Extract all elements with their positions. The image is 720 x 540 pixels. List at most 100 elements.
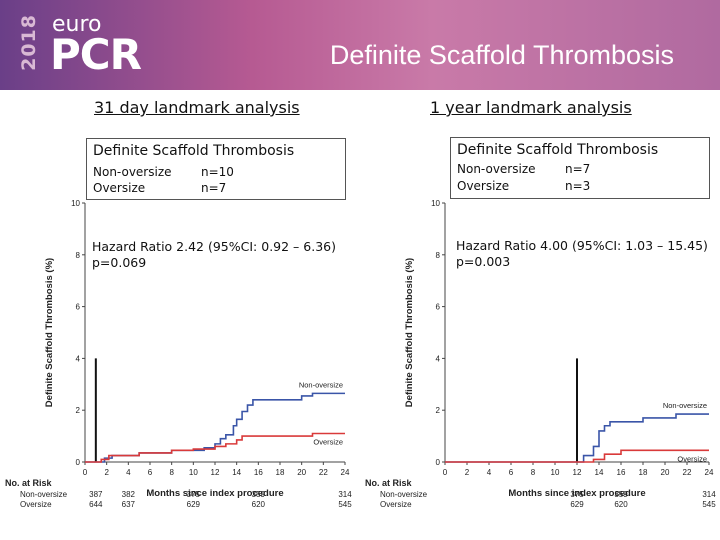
risk-value: 545: [702, 500, 716, 509]
right-legend-box: Definite Scaffold Thrombosis Non-oversiz…: [450, 137, 710, 199]
slide-header: 2018 euro PCR Definite Scaffold Thrombos…: [0, 0, 720, 90]
risk-value: 629: [570, 500, 584, 509]
risk-value: 314: [338, 490, 352, 499]
row-value: n=7: [565, 162, 591, 176]
risk-value: 545: [338, 500, 352, 509]
slide-title: Definite Scaffold Thrombosis: [329, 40, 674, 70]
risk-value: 620: [252, 500, 266, 509]
x-tick-label: 16: [617, 468, 626, 477]
y-tick-label: 10: [431, 199, 440, 208]
x-tick-label: 22: [683, 468, 692, 477]
x-tick-label: 0: [83, 468, 88, 477]
right-box-row-non-oversize: Non-oversize n=7: [457, 162, 590, 176]
y-tick-label: 8: [76, 251, 81, 260]
y-tick-label: 10: [71, 199, 80, 208]
x-tick-label: 20: [661, 468, 670, 477]
risk-row-name: Oversize: [20, 500, 52, 509]
series-label: Non-oversize: [299, 380, 343, 389]
risk-value: 375: [570, 490, 584, 499]
x-tick-label: 2: [465, 468, 470, 477]
y-tick-label: 4: [436, 354, 441, 363]
row-label: Non-oversize: [93, 165, 172, 179]
y-tick-label: 4: [76, 354, 81, 363]
x-tick-label: 24: [341, 468, 350, 477]
y-tick-label: 0: [76, 458, 81, 467]
series-line-non-oversize: [85, 392, 345, 463]
x-tick-label: 2: [104, 468, 109, 477]
right-hazard-ratio: Hazard Ratio 4.00 (95%CI: 1.03 – 15.45) …: [456, 238, 708, 270]
row-label: Oversize: [457, 179, 510, 193]
p-value-text: p=0.069: [92, 255, 147, 270]
risk-row-name: Non-oversize: [20, 490, 68, 499]
x-tick-label: 10: [551, 468, 560, 477]
y-tick-label: 6: [436, 303, 441, 312]
x-tick-label: 14: [595, 468, 604, 477]
x-tick-label: 8: [531, 468, 536, 477]
y-tick-label: 6: [76, 303, 81, 312]
risk-value: 644: [89, 500, 103, 509]
x-tick-label: 4: [487, 468, 492, 477]
series-line-oversize: [445, 449, 709, 463]
hazard-ratio-text: Hazard Ratio 4.00 (95%CI: 1.03 – 15.45): [456, 238, 708, 253]
risk-row-name: Non-oversize: [380, 490, 428, 499]
x-tick-label: 18: [276, 468, 285, 477]
x-tick-label: 10: [189, 468, 198, 477]
risk-row-name: Oversize: [380, 500, 412, 509]
brand-pcr-logo: PCR: [50, 30, 142, 79]
y-tick-label: 8: [436, 251, 441, 260]
right-section-title: 1 year landmark analysis: [430, 98, 632, 117]
x-axis-label: Months since index procedure: [146, 488, 283, 499]
row-value: n=7: [201, 181, 227, 195]
brand-euro: euro: [52, 12, 102, 37]
y-tick-label: 0: [436, 458, 441, 467]
row-value: n=10: [201, 165, 234, 179]
left-box-row-oversize: Oversize n=7: [93, 181, 226, 195]
left-hazard-ratio: Hazard Ratio 2.42 (95%CI: 0.92 – 6.36) p…: [92, 239, 336, 271]
right-box-title: Definite Scaffold Thrombosis: [457, 142, 659, 158]
x-tick-label: 6: [509, 468, 514, 477]
series-label: Oversize: [677, 454, 707, 463]
x-tick-label: 12: [211, 468, 220, 477]
x-tick-label: 22: [319, 468, 328, 477]
left-section-title: 31 day landmark analysis: [94, 98, 300, 117]
series-line-oversize: [85, 432, 345, 463]
row-label: Oversize: [93, 181, 146, 195]
risk-value: 359: [614, 490, 628, 499]
y-axis-label: Definite Scaffold Thrombosis (%): [404, 258, 415, 407]
series-line-non-oversize: [445, 413, 709, 463]
x-tick-label: 8: [169, 468, 174, 477]
left-box-row-non-oversize: Non-oversize n=10: [93, 165, 234, 179]
x-tick-label: 20: [297, 468, 306, 477]
risk-table-title: No. at Risk: [5, 478, 53, 488]
row-label: Non-oversize: [457, 162, 536, 176]
series-label: Non-oversize: [663, 401, 707, 410]
left-box-title: Definite Scaffold Thrombosis: [93, 143, 295, 159]
risk-value: 382: [122, 490, 136, 499]
hazard-ratio-text: Hazard Ratio 2.42 (95%CI: 0.92 – 6.36): [92, 239, 336, 254]
series-label: Oversize: [313, 438, 343, 447]
left-legend-box: Definite Scaffold Thrombosis Non-oversiz…: [86, 138, 346, 200]
risk-value: 314: [702, 490, 716, 499]
right-box-row-oversize: Oversize n=3: [457, 179, 590, 193]
risk-value: 375: [187, 490, 201, 499]
x-tick-label: 6: [148, 468, 153, 477]
y-tick-label: 2: [76, 406, 81, 415]
x-tick-label: 0: [443, 468, 448, 477]
y-tick-label: 2: [436, 406, 441, 415]
risk-value: 620: [614, 500, 628, 509]
x-tick-label: 18: [639, 468, 648, 477]
risk-value: 637: [122, 500, 136, 509]
x-tick-label: 14: [232, 468, 241, 477]
risk-table-title: No. at Risk: [365, 478, 413, 488]
x-axis-label: Months since index procedure: [508, 488, 645, 499]
p-value-text: p=0.003: [456, 254, 511, 269]
risk-value: 629: [187, 500, 201, 509]
x-tick-label: 24: [705, 468, 714, 477]
row-value: n=3: [565, 179, 591, 193]
risk-value: 387: [89, 490, 103, 499]
risk-value: 359: [252, 490, 266, 499]
x-tick-label: 4: [126, 468, 131, 477]
x-tick-label: 16: [254, 468, 263, 477]
y-axis-label: Definite Scaffold Thrombosis (%): [44, 258, 55, 407]
